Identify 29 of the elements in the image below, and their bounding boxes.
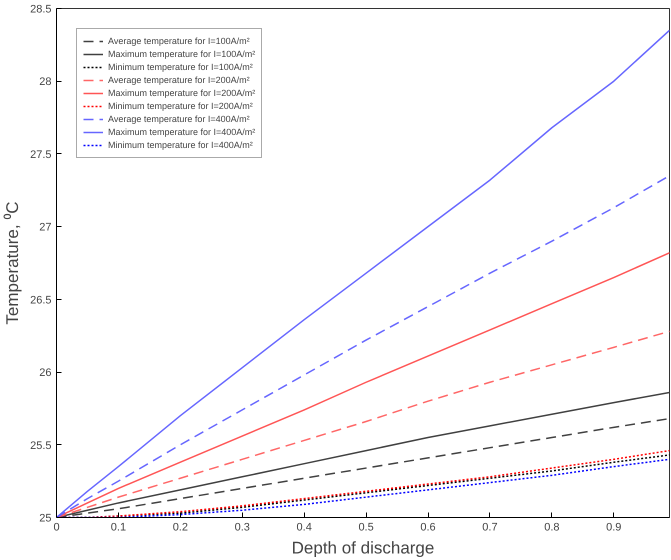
x-tick-label: 0.8 <box>544 522 560 534</box>
x-tick-label: 0.1 <box>110 522 126 534</box>
legend-label: Minimum temperature for I=200A/m² <box>108 100 253 112</box>
y-tick-label: 28.5 <box>30 4 52 16</box>
legend-label: Minimum temperature for I=400A/m² <box>108 139 253 151</box>
y-tick-label: 25 <box>39 512 52 524</box>
legend-label: Maximum temperature for I=100A/m² <box>108 48 256 60</box>
x-tick-label: 0.9 <box>606 522 622 534</box>
y-tick-label: 26.5 <box>30 294 52 306</box>
y-axis-title: Temperature, ⁰C <box>3 201 22 325</box>
x-tick-label: 0.2 <box>172 522 188 534</box>
x-tick-label: 0.5 <box>358 522 374 534</box>
legend-label: Average temperature for I=200A/m² <box>108 74 250 86</box>
y-tick-label: 27.5 <box>30 148 52 161</box>
legend-label: Average temperature for I=100A/m² <box>108 35 250 47</box>
y-tick-label: 27 <box>39 222 52 234</box>
y-tick-label: 25.5 <box>30 440 52 452</box>
legend-label: Average temperature for I=400A/m² <box>108 113 250 125</box>
legend-label: Minimum temperature for I=100A/m² <box>108 61 253 73</box>
x-tick-label: 0.7 <box>482 522 498 534</box>
x-tick-label: 0.3 <box>234 522 250 534</box>
legend-label: Maximum temperature for I=200A/m² <box>108 87 256 99</box>
legend-label: Maximum temperature for I=400A/m² <box>108 126 256 138</box>
x-tick-label: 0.4 <box>296 522 312 534</box>
x-tick-label: 0.6 <box>420 522 436 534</box>
y-tick-label: 28 <box>39 76 52 88</box>
x-tick-label: 0 <box>53 522 60 534</box>
x-axis-title: Depth of discharge <box>292 538 434 558</box>
y-tick-label: 26 <box>39 367 52 380</box>
